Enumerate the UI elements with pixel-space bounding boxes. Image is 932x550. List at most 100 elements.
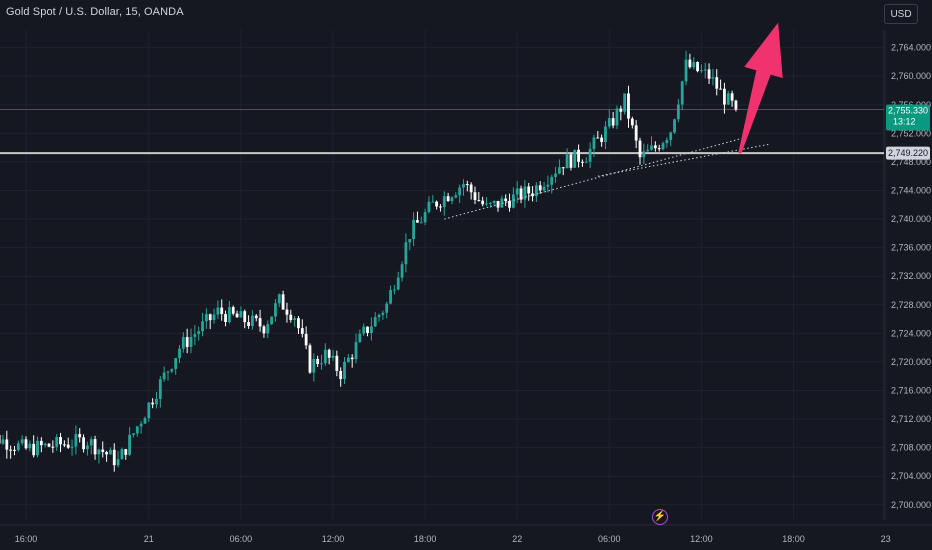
price-tick-label: 2,728.000 bbox=[891, 300, 931, 310]
time-tick-label: 12:00 bbox=[322, 534, 345, 544]
time-tick-label: 18:00 bbox=[414, 534, 437, 544]
candle-body bbox=[465, 184, 469, 186]
candle-body bbox=[607, 118, 611, 127]
candle-body bbox=[300, 328, 304, 334]
candle-body bbox=[373, 317, 377, 327]
candle-body bbox=[523, 186, 527, 200]
candle-body bbox=[504, 198, 508, 201]
candle-body bbox=[488, 202, 492, 204]
candle-body bbox=[534, 185, 538, 197]
price-tick-label: 2,752.000 bbox=[891, 128, 931, 138]
candle-body bbox=[109, 449, 112, 455]
candle-body bbox=[615, 108, 619, 126]
candle-body bbox=[396, 277, 400, 290]
candle-body bbox=[262, 326, 266, 334]
candle-body bbox=[511, 194, 515, 208]
current-price-label: 2,755.330 bbox=[888, 106, 928, 116]
candle-body bbox=[496, 200, 500, 208]
candle-body bbox=[189, 336, 193, 348]
candle-body bbox=[201, 321, 204, 332]
candle-body bbox=[423, 212, 427, 223]
grid bbox=[0, 30, 887, 520]
candles bbox=[0, 50, 738, 472]
time-tick-label: 06:00 bbox=[230, 534, 253, 544]
candle-body bbox=[312, 358, 316, 373]
candle-body bbox=[369, 326, 373, 333]
candle-body bbox=[696, 62, 699, 72]
candle-body bbox=[93, 439, 97, 455]
candle-body bbox=[281, 294, 285, 310]
candle-body bbox=[158, 379, 162, 399]
candle-body bbox=[97, 449, 101, 455]
candle-body bbox=[630, 118, 634, 126]
candle-body bbox=[726, 93, 730, 105]
price-tick-label: 2,760.000 bbox=[891, 71, 931, 81]
candle-body bbox=[454, 195, 458, 198]
candle-body bbox=[531, 193, 534, 197]
candle-body bbox=[204, 314, 208, 322]
candle-body bbox=[431, 201, 435, 203]
candle-body bbox=[638, 140, 642, 158]
candle-body bbox=[354, 342, 358, 360]
candle-body bbox=[358, 333, 362, 343]
candle-body bbox=[385, 303, 389, 313]
candle-body bbox=[208, 314, 212, 321]
candle-body bbox=[155, 398, 158, 405]
candle-body bbox=[653, 145, 657, 149]
candle-body bbox=[419, 222, 423, 224]
candle-body bbox=[82, 437, 85, 450]
candle-body bbox=[657, 148, 661, 150]
price-tick-label: 2,724.000 bbox=[891, 328, 931, 338]
candle-body bbox=[170, 369, 174, 372]
candle-body bbox=[143, 418, 147, 424]
candle-body bbox=[105, 451, 108, 455]
time-tick-label: 12:00 bbox=[690, 534, 713, 544]
candle-body bbox=[642, 151, 646, 158]
lightning-icon[interactable]: ⚡ bbox=[652, 509, 668, 525]
price-tick-label: 2,740.000 bbox=[891, 214, 931, 224]
price-tick-label: 2,700.000 bbox=[891, 500, 931, 510]
currency-button[interactable]: USD bbox=[884, 4, 918, 24]
candle-body bbox=[588, 148, 592, 162]
candle-body bbox=[366, 326, 369, 333]
candle-body bbox=[162, 372, 166, 380]
candle-body bbox=[13, 449, 16, 451]
candle-body bbox=[62, 444, 66, 446]
time-axis[interactable]: 16:00 21 06:00 12:00 18:00 22 06:00 12:00 18:00 2… bbox=[15, 534, 891, 544]
candle-body bbox=[711, 77, 715, 79]
candle-body bbox=[258, 318, 262, 327]
candle-body bbox=[5, 439, 9, 450]
price-tick-label: 2,736.000 bbox=[891, 243, 931, 253]
candle-body bbox=[243, 311, 247, 323]
candle-body bbox=[124, 449, 128, 455]
dotted-trendline[interactable] bbox=[444, 136, 748, 220]
candle-body bbox=[715, 77, 719, 89]
candle-body bbox=[692, 62, 696, 68]
annotations[interactable] bbox=[444, 22, 783, 220]
candle-body bbox=[28, 443, 32, 449]
upward-arrow[interactable] bbox=[738, 22, 783, 154]
candle-body bbox=[47, 443, 51, 447]
candle-body bbox=[665, 139, 669, 144]
dotted-trendline[interactable] bbox=[597, 143, 771, 177]
candle-body bbox=[400, 264, 404, 278]
price-tick-label: 2,716.000 bbox=[891, 386, 931, 396]
candle-body bbox=[619, 108, 623, 112]
candle-body bbox=[339, 370, 343, 380]
time-tick-label: 06:00 bbox=[598, 534, 621, 544]
candle-body bbox=[139, 423, 143, 427]
candle-body bbox=[197, 331, 201, 335]
candle-body bbox=[346, 357, 350, 362]
candle-body bbox=[416, 220, 419, 223]
candle-body bbox=[86, 445, 89, 450]
price-tick-label: 2,764.000 bbox=[891, 43, 931, 53]
candle-body bbox=[66, 444, 70, 448]
candle-body bbox=[515, 188, 519, 195]
candle-body bbox=[323, 349, 327, 364]
candle-body bbox=[74, 434, 78, 447]
time-tick-label: 23 bbox=[881, 534, 891, 544]
candle-body bbox=[469, 184, 473, 193]
candle-body bbox=[481, 200, 485, 205]
